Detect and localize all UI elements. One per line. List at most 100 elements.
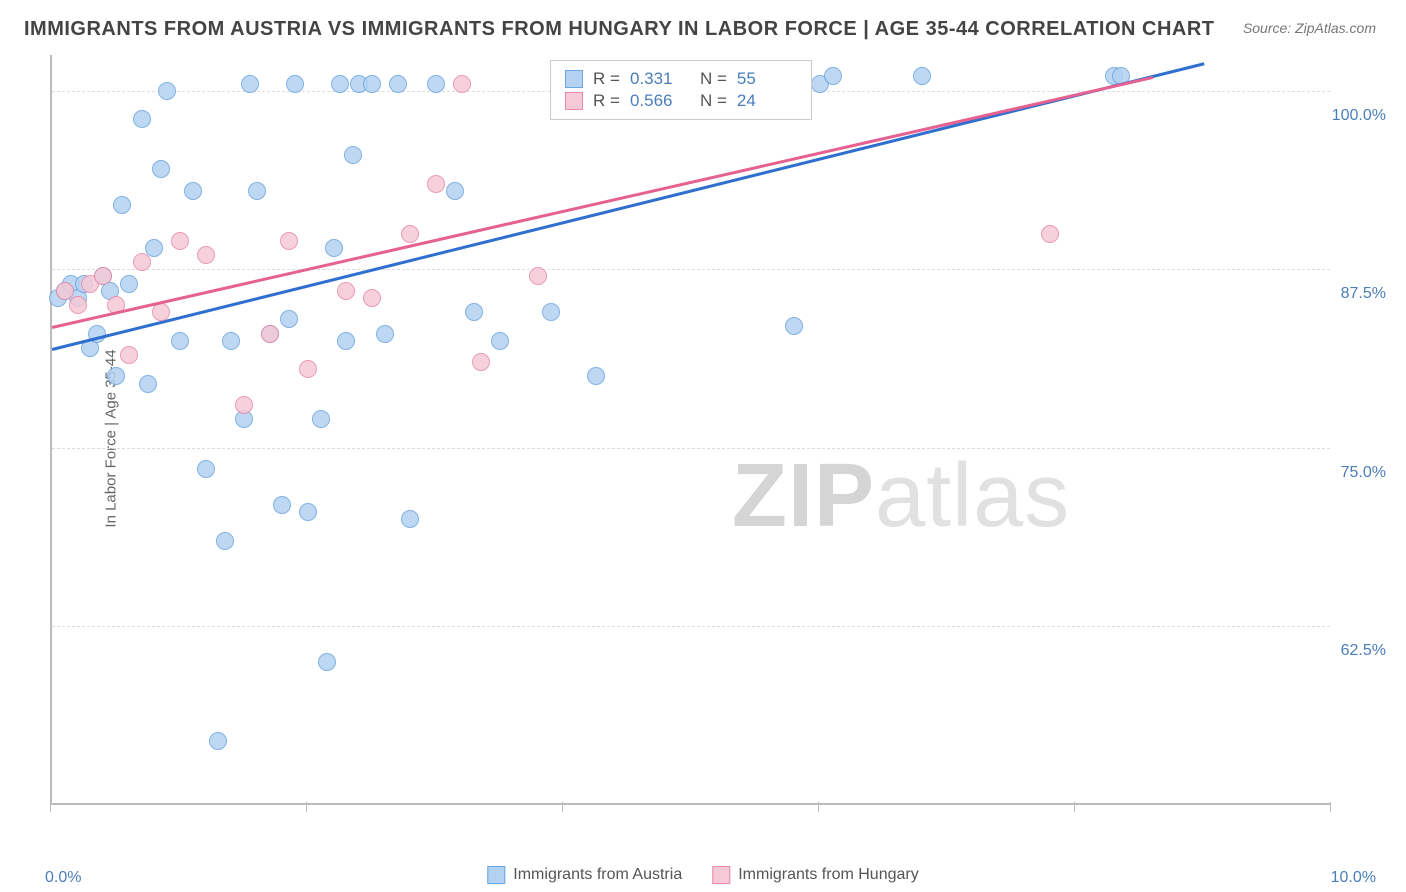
scatter-point: [171, 232, 189, 250]
scatter-point: [337, 282, 355, 300]
scatter-point: [261, 325, 279, 343]
scatter-point: [133, 253, 151, 271]
scatter-point: [120, 275, 138, 293]
y-tick-label: 62.5%: [1341, 642, 1386, 660]
scatter-point: [824, 67, 842, 85]
scatter-point: [273, 496, 291, 514]
scatter-point: [69, 296, 87, 314]
scatter-point: [363, 75, 381, 93]
watermark: ZIPatlas: [732, 445, 1070, 548]
swatch-hungary-icon: [712, 866, 730, 884]
scatter-point: [152, 303, 170, 321]
y-tick-label: 100.0%: [1332, 107, 1386, 125]
scatter-point: [235, 396, 253, 414]
n-label: N =: [700, 69, 727, 89]
r-value-austria: 0.331: [630, 69, 690, 89]
scatter-point: [171, 332, 189, 350]
chart-container: IMMIGRANTS FROM AUSTRIA VS IMMIGRANTS FR…: [0, 0, 1406, 892]
scatter-point: [145, 239, 163, 257]
n-label: N =: [700, 91, 727, 111]
r-label: R =: [593, 91, 620, 111]
plot-area: ZIPatlas: [50, 55, 1330, 805]
x-tick-min: 0.0%: [45, 869, 81, 887]
scatter-point: [1041, 225, 1059, 243]
x-tick-mark: [818, 802, 819, 812]
correlation-row-hungary: R = 0.566 N = 24: [565, 91, 797, 111]
scatter-point: [197, 246, 215, 264]
scatter-point: [299, 503, 317, 521]
legend-item-hungary: Immigrants from Hungary: [712, 866, 919, 884]
y-tick-label: 75.0%: [1341, 464, 1386, 482]
scatter-point: [446, 182, 464, 200]
scatter-point: [248, 182, 266, 200]
scatter-point: [286, 75, 304, 93]
scatter-point: [139, 375, 157, 393]
scatter-point: [491, 332, 509, 350]
correlation-row-austria: R = 0.331 N = 55: [565, 69, 797, 89]
scatter-point: [453, 75, 471, 93]
y-tick-label: 87.5%: [1341, 285, 1386, 303]
legend-label-austria: Immigrants from Austria: [513, 866, 682, 884]
scatter-point: [344, 146, 362, 164]
scatter-point: [913, 67, 931, 85]
gridline-h: [52, 448, 1330, 449]
watermark-light: atlas: [875, 446, 1070, 546]
x-tick-mark: [50, 802, 51, 812]
scatter-point: [389, 75, 407, 93]
legend-label-hungary: Immigrants from Hungary: [738, 866, 919, 884]
chart-title: IMMIGRANTS FROM AUSTRIA VS IMMIGRANTS FR…: [24, 18, 1215, 41]
scatter-point: [133, 110, 151, 128]
series-legend: Immigrants from Austria Immigrants from …: [487, 866, 918, 884]
scatter-point: [120, 346, 138, 364]
x-tick-mark: [1074, 802, 1075, 812]
scatter-point: [158, 82, 176, 100]
scatter-point: [529, 267, 547, 285]
scatter-point: [376, 325, 394, 343]
scatter-point: [107, 367, 125, 385]
scatter-point: [241, 75, 259, 93]
scatter-point: [363, 289, 381, 307]
swatch-hungary: [565, 92, 583, 110]
scatter-point: [542, 303, 560, 321]
scatter-point: [280, 232, 298, 250]
scatter-point: [94, 267, 112, 285]
x-tick-mark: [306, 802, 307, 812]
x-tick-mark: [562, 802, 563, 812]
x-tick-mark: [1330, 802, 1331, 812]
n-value-hungary: 24: [737, 91, 797, 111]
x-tick-max: 10.0%: [1331, 869, 1376, 887]
scatter-point: [472, 353, 490, 371]
scatter-point: [465, 303, 483, 321]
scatter-point: [299, 360, 317, 378]
watermark-bold: ZIP: [732, 446, 875, 546]
scatter-point: [785, 317, 803, 335]
scatter-point: [427, 75, 445, 93]
gridline-h: [52, 269, 1330, 270]
scatter-point: [222, 332, 240, 350]
scatter-point: [209, 732, 227, 750]
legend-item-austria: Immigrants from Austria: [487, 866, 682, 884]
r-label: R =: [593, 69, 620, 89]
r-value-hungary: 0.566: [630, 91, 690, 111]
scatter-point: [312, 410, 330, 428]
scatter-point: [280, 310, 298, 328]
scatter-point: [152, 160, 170, 178]
swatch-austria-icon: [487, 866, 505, 884]
swatch-austria: [565, 70, 583, 88]
correlation-legend: R = 0.331 N = 55 R = 0.566 N = 24: [550, 60, 812, 120]
source-label: Source: ZipAtlas.com: [1243, 20, 1376, 36]
scatter-point: [325, 239, 343, 257]
scatter-point: [113, 196, 131, 214]
gridline-h: [52, 626, 1330, 627]
scatter-point: [337, 332, 355, 350]
scatter-point: [216, 532, 234, 550]
scatter-point: [331, 75, 349, 93]
scatter-point: [427, 175, 445, 193]
scatter-point: [184, 182, 202, 200]
scatter-point: [587, 367, 605, 385]
scatter-point: [197, 460, 215, 478]
scatter-point: [401, 510, 419, 528]
scatter-point: [401, 225, 419, 243]
scatter-point: [318, 653, 336, 671]
n-value-austria: 55: [737, 69, 797, 89]
